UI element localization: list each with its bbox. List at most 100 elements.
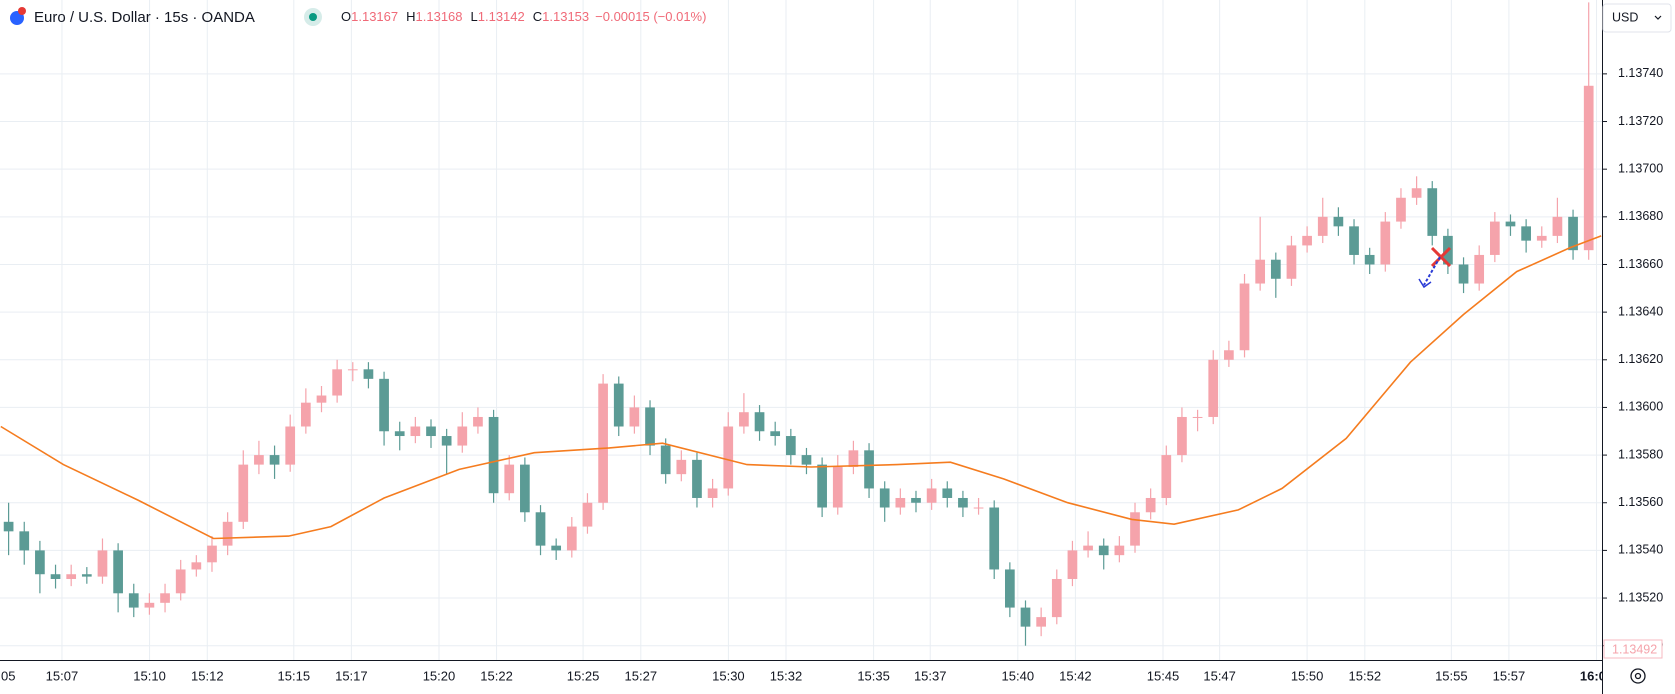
x-tick-label: 16:00 [1580, 668, 1613, 683]
x-tick-label: 15:35 [857, 668, 890, 683]
candle-body [394, 431, 405, 437]
candle-body [1364, 254, 1375, 265]
candle-body [379, 378, 389, 432]
candle-body [410, 426, 421, 437]
currency-label[interactable]: USD [1612, 10, 1638, 24]
candle-body [723, 426, 734, 489]
candle-body [926, 488, 937, 503]
symbol-title[interactable]: Euro / U.S. Dollar · 15s · OANDA [34, 9, 255, 26]
y-tick-label: 1.13580 [1618, 447, 1663, 461]
candle-body [629, 407, 640, 427]
y-tick-label: 1.13680 [1618, 209, 1663, 223]
candle-body [692, 459, 702, 498]
candle-body [1583, 85, 1594, 251]
settings-button[interactable] [1630, 668, 1646, 684]
x-tick-label: 15:27 [625, 668, 658, 683]
y-tick-label: 1.13560 [1618, 495, 1663, 509]
candle-body [911, 497, 921, 503]
candle-body [520, 464, 530, 513]
candle-body [1333, 216, 1344, 227]
x-tick-label: 15:32 [770, 668, 803, 683]
candle-body [1051, 578, 1062, 618]
candle-body [1036, 617, 1046, 627]
candle-body [1020, 607, 1031, 627]
currency-select[interactable]: USD [1602, 3, 1672, 33]
ohlc-value: 1.13168 [416, 9, 463, 24]
grid [0, 0, 1602, 660]
candle-body [1302, 235, 1312, 246]
candle-body [128, 593, 139, 608]
ohlc-key: C [533, 9, 542, 24]
candle-body [316, 395, 327, 403]
candle-body [1317, 216, 1328, 236]
candle-body [113, 550, 123, 594]
candle-body [566, 526, 577, 551]
x-tick-label: 15:30 [712, 668, 745, 683]
candle-body [535, 512, 546, 546]
y-tick-label: 1.13600 [1618, 400, 1663, 414]
candle-body [1536, 235, 1547, 241]
candle-body [1083, 545, 1093, 551]
x-tick-label: 15:57 [1493, 668, 1526, 683]
candle-body [785, 436, 796, 456]
candle-body [1521, 226, 1531, 241]
x-tick-label: 15:05 [0, 668, 15, 683]
candle-body [1161, 455, 1172, 498]
x-tick-label: 15:47 [1203, 668, 1236, 683]
legend-header: Euro / U.S. Dollar · 15s · OANDA O1.1316… [10, 7, 706, 26]
ohlc-key: O [341, 9, 351, 24]
x-tick-label: 15:15 [278, 668, 311, 683]
moving-average-line [0, 235, 1602, 540]
candle-body [144, 602, 155, 608]
candle-body [770, 431, 781, 437]
candle-body [66, 574, 77, 579]
price-axis: 1.135001.135201.135401.135601.135801.136… [1602, 66, 1663, 652]
candle-body [504, 464, 515, 494]
candle-body [269, 455, 280, 465]
candle-body [989, 507, 1000, 570]
candle-body [238, 464, 249, 522]
candle-body [347, 369, 358, 371]
plot-area [0, 2, 1602, 646]
ohlc-value: 1.13142 [478, 9, 525, 24]
x-tick-label: 15:50 [1291, 668, 1324, 683]
candle-body [222, 521, 233, 546]
candle-body [801, 455, 812, 465]
candle-body [707, 488, 718, 498]
y-tick-label: 1.13520 [1618, 590, 1663, 604]
candle-body [1192, 416, 1203, 418]
y-tick-label: 1.13700 [1618, 161, 1663, 175]
ohlc-key: L [471, 9, 478, 24]
candle-body [1098, 545, 1109, 556]
candle-body [285, 426, 296, 465]
ohlc-values: O1.13167 H1.13168 L1.13142 C1.13153 −0.00015… [341, 9, 706, 24]
candle-body [598, 383, 608, 503]
market-status-dot [309, 13, 317, 21]
currency-button[interactable] [1602, 3, 1672, 33]
candle-body [1286, 245, 1297, 279]
ohlc-value: 1.13167 [351, 9, 398, 24]
candle-body [1552, 216, 1563, 236]
x-tick-label: 15:55 [1435, 668, 1468, 683]
symbol-icon-flag [18, 7, 26, 15]
x-tick-label: 15:20 [423, 668, 456, 683]
ohlc-value: 1.13153 [542, 9, 589, 24]
candle-body [3, 521, 14, 532]
candle-body [191, 562, 202, 570]
drawing-arrow[interactable] [1418, 256, 1441, 289]
candle-body [488, 416, 499, 494]
candle-body [35, 550, 45, 575]
y-tick-label: 1.13640 [1618, 304, 1663, 318]
candle-body [254, 455, 264, 465]
drawing-cross[interactable] [1430, 246, 1452, 268]
x-tick-label: 15:37 [914, 668, 947, 683]
candle-body [207, 545, 217, 563]
candle-body [50, 574, 61, 579]
candle-body [1255, 259, 1266, 284]
candle-body [864, 450, 874, 489]
candle-body [1208, 359, 1219, 417]
candle-body [1114, 545, 1125, 556]
candle-body [1458, 264, 1469, 284]
price-tag-box [1603, 639, 1663, 659]
